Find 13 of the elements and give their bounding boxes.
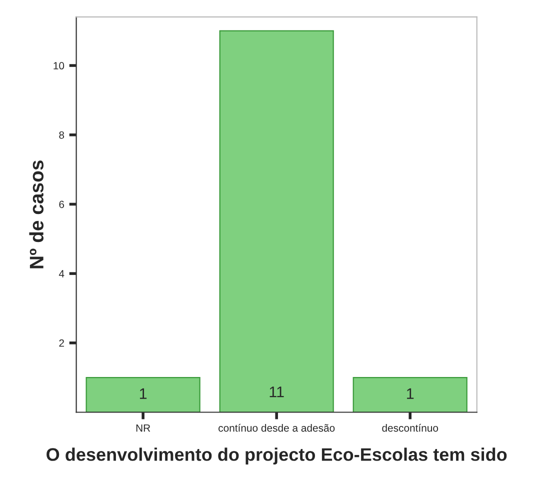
y-tick-label: 10 [54,62,64,70]
data-label: 1 [407,388,414,399]
y-tick-label: 6 [59,200,64,208]
data-label: 1 [140,388,147,399]
y-tick-label: 4 [58,270,64,278]
x-tick-label: contínuo desde a adesão [218,424,335,432]
y-tick-label: 2 [59,339,64,347]
y-axis-title: Nº de casos [29,160,44,268]
y-tick-label: 8 [59,131,64,139]
x-tick-label: NR [136,424,150,432]
data-label: 11 [270,386,284,398]
x-tick-label: descontínuo [382,424,438,432]
x-axis-title: O desenvolvimento do projecto Eco-Escolas tem sido [46,448,507,464]
